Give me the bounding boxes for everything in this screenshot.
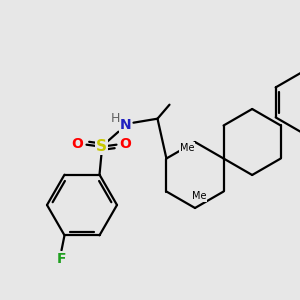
Text: S: S — [96, 139, 107, 154]
Text: O: O — [120, 137, 131, 151]
Text: Me: Me — [180, 143, 194, 153]
Text: H: H — [111, 112, 120, 125]
Text: O: O — [72, 137, 83, 151]
Text: Me: Me — [192, 191, 206, 201]
Text: N: N — [120, 118, 131, 132]
Text: F: F — [57, 252, 66, 266]
